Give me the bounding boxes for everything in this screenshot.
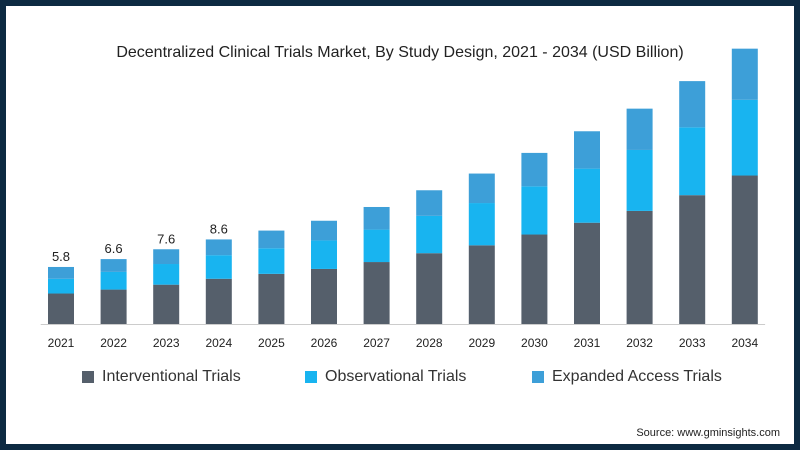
bar-segment-2032-interventional-trials (626, 210, 653, 324)
bar-segment-2021-observational-trials (48, 278, 74, 294)
bar-segment-2027-observational-trials (363, 229, 390, 263)
bar-segment-2027-interventional-trials (363, 262, 390, 324)
bar-segment-2031-interventional-trials (574, 222, 600, 324)
x-tick-label-2031: 2031 (574, 336, 601, 350)
bar-segment-2023-observational-trials (153, 264, 180, 285)
data-label-2023: 7.6 (157, 231, 175, 246)
legend-item-interventional: Interventional Trials (82, 368, 241, 386)
legend-swatch-interventional (82, 371, 94, 383)
x-tick-label-2033: 2033 (679, 336, 706, 350)
chart-frame (6, 6, 794, 444)
data-label-2021: 5.8 (52, 249, 70, 264)
bar-segment-2032-expanded-access-trials (626, 108, 653, 150)
x-tick-label-2028: 2028 (416, 336, 443, 350)
x-tick-label-2024: 2024 (205, 336, 232, 350)
x-tick-label-2032: 2032 (626, 336, 653, 350)
bar-segment-2025-expanded-access-trials (258, 230, 285, 249)
bar-segment-2021-interventional-trials (48, 293, 74, 324)
x-tick-label-2022: 2022 (100, 336, 127, 350)
x-tick-label-2029: 2029 (468, 336, 495, 350)
legend-swatch-observational (305, 371, 317, 383)
legend-label-expanded: Expanded Access Trials (552, 368, 722, 385)
bar-segment-2028-observational-trials (416, 215, 443, 254)
x-tick-label-2025: 2025 (258, 336, 285, 350)
bar-segment-2025-interventional-trials (258, 273, 285, 324)
x-tick-label-2027: 2027 (363, 336, 390, 350)
bar-segment-2031-expanded-access-trials (574, 131, 600, 169)
bar-segment-2034-observational-trials (731, 99, 758, 176)
bar-segment-2024-observational-trials (205, 255, 232, 279)
x-tick-label-2034: 2034 (731, 336, 758, 350)
bar-segment-2027-expanded-access-trials (363, 206, 390, 230)
bar-segment-2029-observational-trials (468, 203, 495, 246)
bar-segment-2030-interventional-trials (521, 234, 548, 324)
bar-segment-2033-expanded-access-trials (679, 81, 706, 128)
x-tick-label-2021: 2021 (48, 336, 75, 350)
bar-segment-2022-expanded-access-trials (100, 259, 127, 272)
bar-segment-2032-observational-trials (626, 149, 653, 211)
bar-segment-2022-interventional-trials (100, 289, 127, 324)
bar-segment-2033-interventional-trials (679, 195, 706, 324)
bar-segment-2022-observational-trials (100, 271, 127, 290)
bar-segment-2021-expanded-access-trials (48, 266, 74, 279)
bar-segment-2023-interventional-trials (153, 284, 180, 324)
bar-segment-2033-observational-trials (679, 127, 706, 196)
bar-segment-2034-interventional-trials (731, 175, 758, 324)
bar-segment-2030-expanded-access-trials (521, 152, 548, 187)
bar-segment-2030-observational-trials (521, 186, 548, 235)
x-tick-label-2026: 2026 (311, 336, 338, 350)
legend-label-interventional: Interventional Trials (102, 368, 241, 385)
legend-swatch-expanded (532, 371, 544, 383)
legend-label-observational: Observational Trials (325, 368, 467, 385)
source-note: Source: www.gminsights.com (636, 427, 780, 439)
x-tick-label-2023: 2023 (153, 336, 180, 350)
bar-segment-2025-observational-trials (258, 248, 285, 274)
bar-segment-2028-expanded-access-trials (416, 190, 443, 216)
x-tick-labels: 2021 2022 2023 2024 2025 2026 2027 2028 2029 2030… (48, 336, 759, 350)
bar-segment-2029-expanded-access-trials (468, 173, 495, 204)
legend-item-observational: Observational Trials (305, 368, 466, 386)
x-tick-label-2030: 2030 (521, 336, 548, 350)
bar-segment-2026-expanded-access-trials (311, 220, 337, 241)
bar-segment-2026-interventional-trials (311, 268, 337, 324)
bar-segment-2028-interventional-trials (416, 253, 443, 324)
bar-segment-2024-expanded-access-trials (205, 239, 232, 256)
chart-title: Decentralized Clinical Trials Market, By… (116, 44, 684, 61)
bar-segment-2023-expanded-access-trials (153, 249, 180, 265)
bar-segment-2031-observational-trials (574, 168, 600, 223)
bar-segment-2024-interventional-trials (205, 278, 232, 324)
data-labels: 5.8 6.6 7.6 8.6 (52, 221, 228, 264)
bar-segment-2029-interventional-trials (468, 245, 495, 324)
bar-segment-2034-expanded-access-trials (731, 48, 758, 100)
bar-segment-2026-observational-trials (311, 240, 337, 269)
bars-group (48, 48, 758, 324)
legend-item-expanded: Expanded Access Trials (532, 368, 722, 386)
data-label-2024: 8.6 (210, 221, 228, 236)
data-label-2022: 6.6 (105, 241, 123, 256)
